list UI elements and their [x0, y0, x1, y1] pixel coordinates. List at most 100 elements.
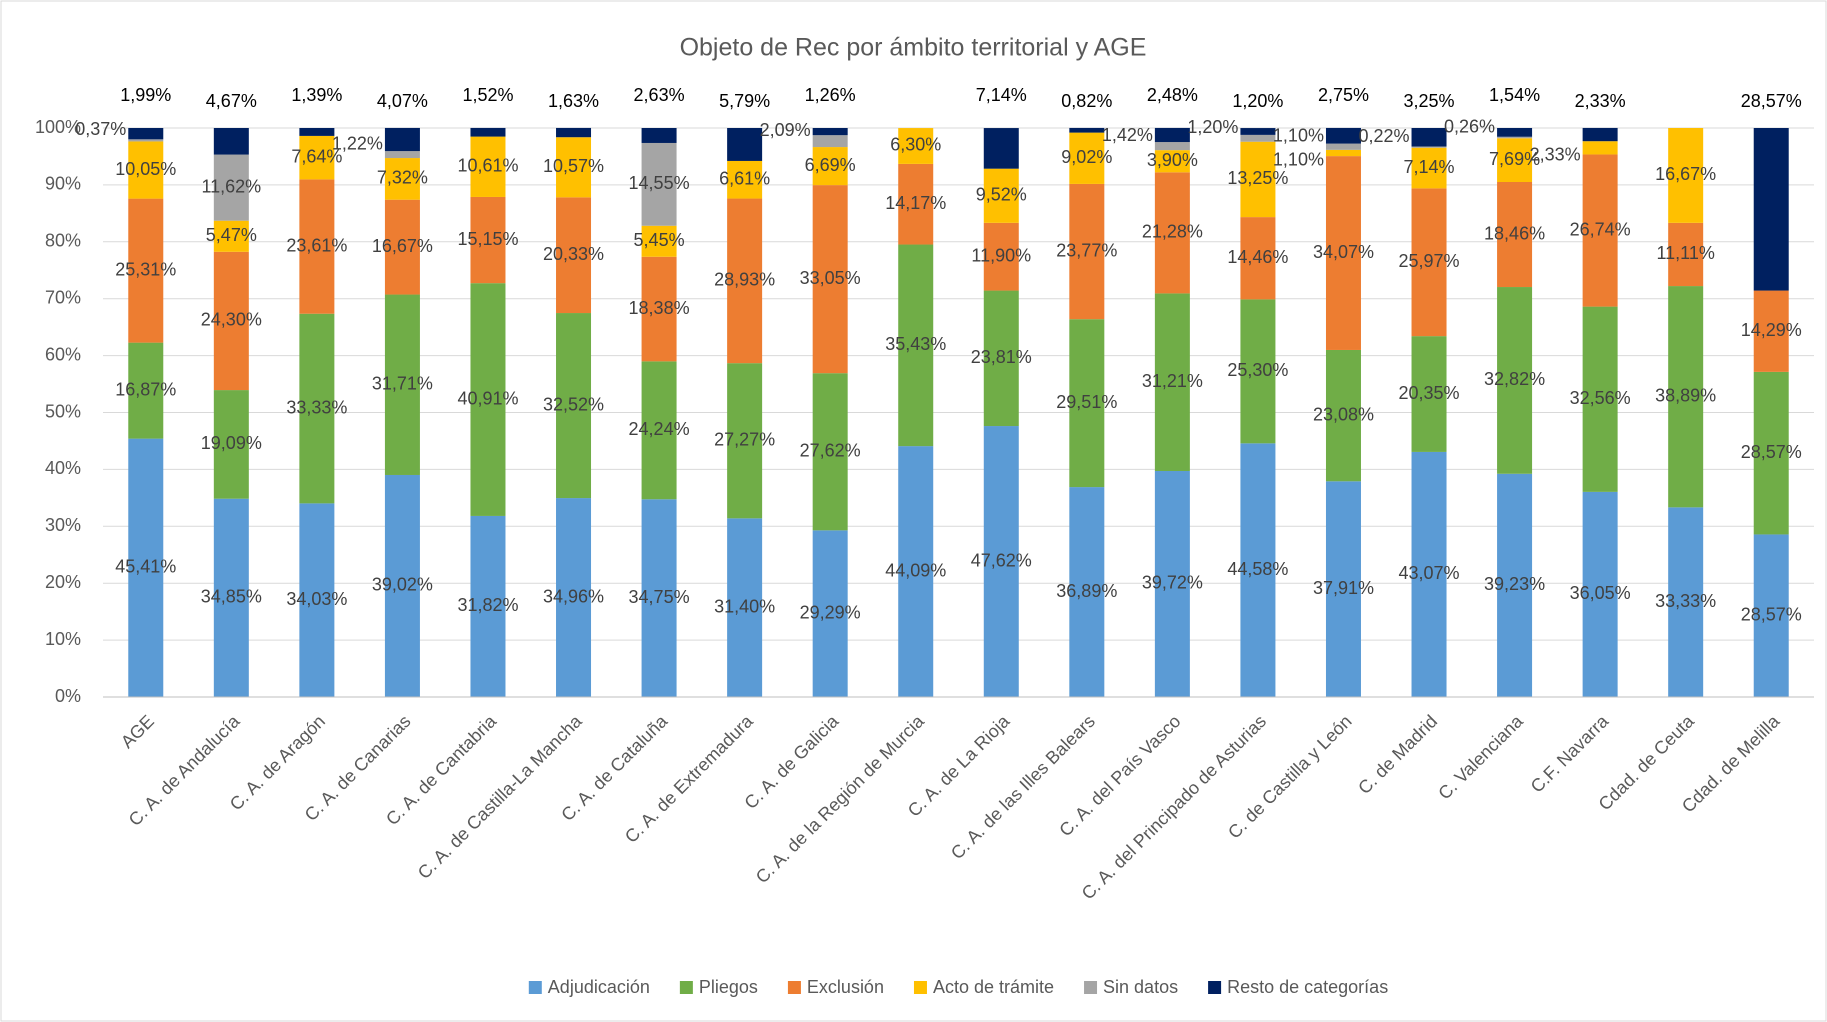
bar-segment	[1154, 142, 1190, 151]
bar-segment	[641, 142, 677, 226]
value-label: 9,02%	[1061, 147, 1112, 167]
value-label: 14,17%	[885, 193, 946, 213]
value-label: 36,05%	[1570, 583, 1631, 603]
bar-segment	[812, 135, 848, 148]
value-label: 7,64%	[291, 146, 342, 166]
value-label: 32,82%	[1484, 369, 1545, 389]
bar-segment	[299, 179, 335, 314]
y-tick-label: 80%	[45, 231, 81, 251]
bar-segment	[983, 168, 1019, 223]
bar-segment	[1668, 128, 1704, 223]
value-label: 6,61%	[719, 169, 770, 189]
value-label: 31,21%	[1142, 371, 1203, 391]
value-label: 7,69%	[1489, 149, 1540, 169]
bar-segment	[641, 128, 677, 143]
bar-segment	[1411, 451, 1447, 697]
value-label: 37,91%	[1313, 578, 1374, 598]
bar-segment	[898, 446, 934, 697]
value-label: 35,43%	[885, 334, 946, 354]
value-label: 29,29%	[800, 602, 861, 622]
value-label: 34,07%	[1313, 242, 1374, 262]
bar-segment	[1069, 132, 1105, 184]
value-label: 20,33%	[543, 244, 604, 264]
bar-segment	[641, 225, 677, 257]
value-label: 10,05%	[115, 159, 176, 179]
value-label: 11,90%	[971, 245, 1031, 265]
value-label: 0,82%	[1061, 91, 1112, 111]
bar-segment	[470, 515, 506, 697]
bar-segment	[213, 390, 249, 499]
value-label: 2,63%	[634, 85, 685, 105]
value-label: 24,30%	[201, 310, 262, 330]
bar-segment	[1069, 319, 1105, 488]
legend-swatch	[913, 981, 927, 994]
value-label: 28,57%	[1741, 442, 1802, 462]
value-label: 38,89%	[1655, 385, 1716, 405]
legend-swatch	[1208, 981, 1222, 994]
value-label: 33,33%	[286, 397, 347, 417]
bar-segment	[812, 373, 848, 531]
value-label: 32,56%	[1570, 388, 1631, 408]
bar-segment	[1240, 299, 1276, 444]
value-label: 2,33%	[1530, 145, 1581, 165]
value-label: 6,30%	[890, 135, 941, 155]
value-label: 28,57%	[1741, 91, 1802, 111]
value-label: 44,09%	[885, 560, 946, 580]
bar-segment	[641, 361, 677, 500]
value-label: 31,40%	[714, 596, 775, 616]
bar-segment	[1411, 336, 1447, 452]
value-label: 44,58%	[1227, 559, 1288, 579]
bar-segment	[299, 135, 335, 180]
value-label: 2,48%	[1147, 85, 1198, 105]
bar-segment	[556, 127, 592, 138]
bar-segment	[128, 139, 164, 142]
value-label: 26,74%	[1570, 219, 1631, 239]
bar-segment	[983, 222, 1019, 291]
bar-segment	[1325, 149, 1361, 157]
y-tick-label: 60%	[45, 344, 81, 364]
bar-segment	[983, 128, 1019, 169]
bar-segment	[1240, 134, 1276, 142]
bar-segment	[1582, 127, 1618, 142]
value-label: 14,46%	[1227, 247, 1288, 267]
value-label: 1,54%	[1489, 85, 1540, 105]
value-label: 39,02%	[372, 575, 433, 595]
bar-segment	[1411, 188, 1447, 337]
bar-segment	[1325, 127, 1361, 144]
value-label: 28,93%	[714, 270, 775, 290]
bar-segment	[1497, 136, 1533, 139]
bar-segment	[1154, 293, 1190, 471]
bar-segment	[1240, 128, 1276, 135]
value-label: 9,52%	[976, 185, 1027, 205]
bar-segment	[983, 290, 1019, 427]
bar-segment	[1411, 147, 1447, 189]
legend-swatch	[528, 981, 542, 994]
value-label: 18,46%	[1484, 223, 1545, 243]
y-tick-label: 0%	[55, 686, 81, 706]
bar-segment	[727, 128, 763, 161]
value-label: 13,25%	[1227, 168, 1288, 188]
value-label: 34,75%	[629, 587, 690, 607]
bar-segment	[812, 185, 848, 374]
value-label: 3,25%	[1404, 91, 1455, 111]
y-tick-label: 70%	[45, 287, 81, 307]
bar-segment	[556, 498, 592, 697]
bar-segment	[1325, 349, 1361, 482]
value-label: 21,28%	[1142, 222, 1203, 242]
value-label: 7,14%	[976, 85, 1027, 105]
bar-segment	[384, 474, 420, 697]
value-label: 7,32%	[377, 168, 428, 188]
bar-segment	[1240, 443, 1276, 697]
bar-segment	[213, 498, 249, 697]
bar-segment	[128, 141, 164, 199]
value-label: 11,62%	[201, 176, 261, 196]
value-label: 1,20%	[1187, 117, 1238, 137]
value-label: 23,81%	[971, 347, 1032, 367]
y-tick-label: 10%	[45, 629, 81, 649]
legend-label: Sin datos	[1103, 977, 1178, 997]
value-label: 34,96%	[543, 586, 604, 606]
value-label: 23,08%	[1313, 404, 1374, 424]
value-label: 3,90%	[1147, 150, 1198, 170]
bar-segment	[1497, 473, 1533, 697]
value-label: 23,77%	[1056, 240, 1117, 260]
